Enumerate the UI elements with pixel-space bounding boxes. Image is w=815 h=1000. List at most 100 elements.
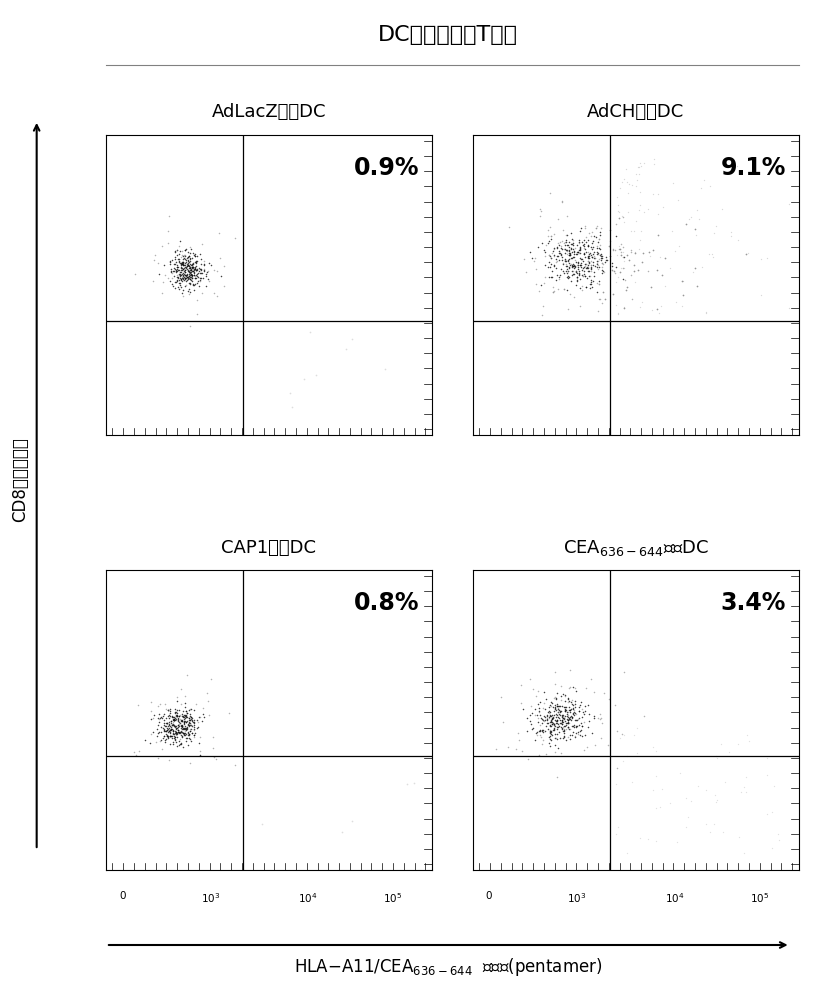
Point bbox=[564, 731, 577, 747]
Point bbox=[534, 729, 547, 745]
Point bbox=[183, 276, 196, 292]
Point bbox=[186, 250, 199, 266]
Point bbox=[538, 242, 551, 258]
Point bbox=[183, 275, 196, 291]
Point bbox=[544, 726, 557, 742]
Point bbox=[163, 725, 176, 741]
Point bbox=[179, 270, 192, 286]
Point bbox=[546, 699, 559, 715]
Point bbox=[554, 246, 567, 262]
Point bbox=[546, 722, 559, 738]
Point bbox=[161, 724, 174, 740]
Point bbox=[567, 679, 580, 695]
Point bbox=[566, 718, 579, 734]
Point bbox=[536, 712, 549, 728]
Point bbox=[183, 254, 196, 270]
Point bbox=[558, 251, 571, 267]
Point bbox=[593, 240, 606, 256]
Point bbox=[594, 241, 607, 257]
Point bbox=[180, 252, 193, 268]
Point bbox=[583, 268, 596, 284]
Point bbox=[570, 718, 583, 734]
Point bbox=[568, 729, 581, 745]
Point bbox=[187, 722, 200, 738]
Point bbox=[610, 826, 623, 842]
Point bbox=[555, 194, 568, 210]
Point bbox=[760, 750, 773, 766]
Point bbox=[574, 242, 587, 258]
Point bbox=[768, 778, 781, 794]
Point bbox=[580, 259, 593, 275]
Point bbox=[164, 263, 177, 279]
Point bbox=[183, 268, 196, 284]
Point bbox=[569, 258, 582, 274]
Point bbox=[165, 717, 178, 733]
Point bbox=[628, 245, 641, 261]
Point bbox=[578, 246, 591, 262]
Point bbox=[161, 720, 174, 736]
Point bbox=[174, 715, 187, 731]
Point bbox=[156, 274, 170, 290]
Point bbox=[621, 748, 634, 764]
Point bbox=[186, 270, 199, 286]
Point bbox=[553, 706, 566, 722]
Point bbox=[580, 270, 593, 286]
Point bbox=[687, 264, 700, 280]
Point bbox=[613, 238, 626, 254]
Point bbox=[166, 722, 179, 738]
Point bbox=[571, 724, 584, 740]
Point bbox=[185, 267, 198, 283]
Point bbox=[567, 700, 580, 716]
Point bbox=[569, 240, 582, 256]
Point bbox=[651, 186, 664, 202]
Point bbox=[575, 278, 588, 294]
Point bbox=[178, 242, 192, 258]
Point bbox=[548, 697, 562, 713]
Point bbox=[531, 714, 544, 730]
Point bbox=[557, 686, 570, 702]
Point bbox=[173, 725, 186, 741]
Point bbox=[676, 273, 689, 289]
Point bbox=[183, 710, 196, 726]
Point bbox=[610, 297, 623, 313]
Point bbox=[566, 231, 579, 247]
Point bbox=[691, 778, 704, 794]
Point bbox=[544, 723, 557, 739]
Point bbox=[553, 703, 566, 719]
Point bbox=[161, 270, 174, 286]
Text: CD8标记阳性率: CD8标记阳性率 bbox=[11, 438, 29, 522]
Point bbox=[172, 717, 185, 733]
Point bbox=[554, 707, 567, 723]
Point bbox=[595, 220, 608, 236]
Point bbox=[545, 711, 558, 727]
Point bbox=[592, 245, 605, 261]
Point bbox=[575, 722, 588, 738]
Point bbox=[591, 253, 604, 269]
Point bbox=[165, 719, 178, 735]
Point bbox=[564, 679, 577, 695]
Point bbox=[699, 782, 712, 798]
Point bbox=[554, 240, 567, 256]
Point bbox=[569, 263, 582, 279]
Point bbox=[162, 223, 175, 239]
Point bbox=[548, 247, 561, 263]
Point bbox=[583, 246, 596, 262]
Point bbox=[549, 691, 562, 707]
Point bbox=[562, 269, 575, 285]
Point bbox=[179, 703, 192, 719]
Point bbox=[549, 702, 562, 718]
Point bbox=[173, 737, 186, 753]
Point bbox=[672, 192, 685, 208]
Point bbox=[163, 736, 176, 752]
Point bbox=[188, 248, 201, 264]
Point bbox=[580, 739, 593, 755]
Point bbox=[175, 713, 188, 729]
Point bbox=[539, 269, 552, 285]
Point bbox=[165, 713, 178, 729]
Text: AdCH修饰DC: AdCH修饰DC bbox=[587, 104, 685, 121]
Point bbox=[596, 262, 609, 278]
Point bbox=[566, 718, 579, 734]
Point bbox=[161, 727, 174, 743]
Point bbox=[538, 723, 551, 739]
Point bbox=[576, 718, 589, 734]
